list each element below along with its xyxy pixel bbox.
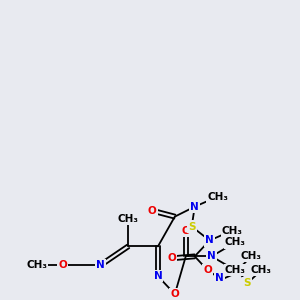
- Text: N: N: [207, 251, 216, 261]
- Text: CH₃: CH₃: [26, 260, 47, 270]
- Text: S: S: [188, 221, 196, 232]
- Text: O: O: [148, 206, 156, 216]
- Text: CH₃: CH₃: [225, 265, 246, 275]
- Text: CH₃: CH₃: [118, 214, 139, 224]
- Text: O: O: [203, 265, 212, 275]
- Text: CH₃: CH₃: [222, 226, 243, 236]
- Text: N: N: [205, 236, 214, 245]
- Text: S: S: [244, 278, 251, 288]
- Text: CH₃: CH₃: [241, 251, 262, 261]
- Text: O: O: [182, 226, 190, 236]
- Text: CH₃: CH₃: [225, 237, 246, 248]
- Text: N: N: [190, 202, 199, 212]
- Text: N: N: [215, 273, 224, 283]
- Text: O: O: [167, 253, 176, 263]
- Text: N: N: [154, 271, 162, 281]
- Text: CH₃: CH₃: [251, 265, 272, 275]
- Text: N: N: [96, 260, 105, 270]
- Text: O: O: [58, 260, 67, 270]
- Text: O: O: [170, 289, 179, 299]
- Text: CH₃: CH₃: [207, 192, 228, 202]
